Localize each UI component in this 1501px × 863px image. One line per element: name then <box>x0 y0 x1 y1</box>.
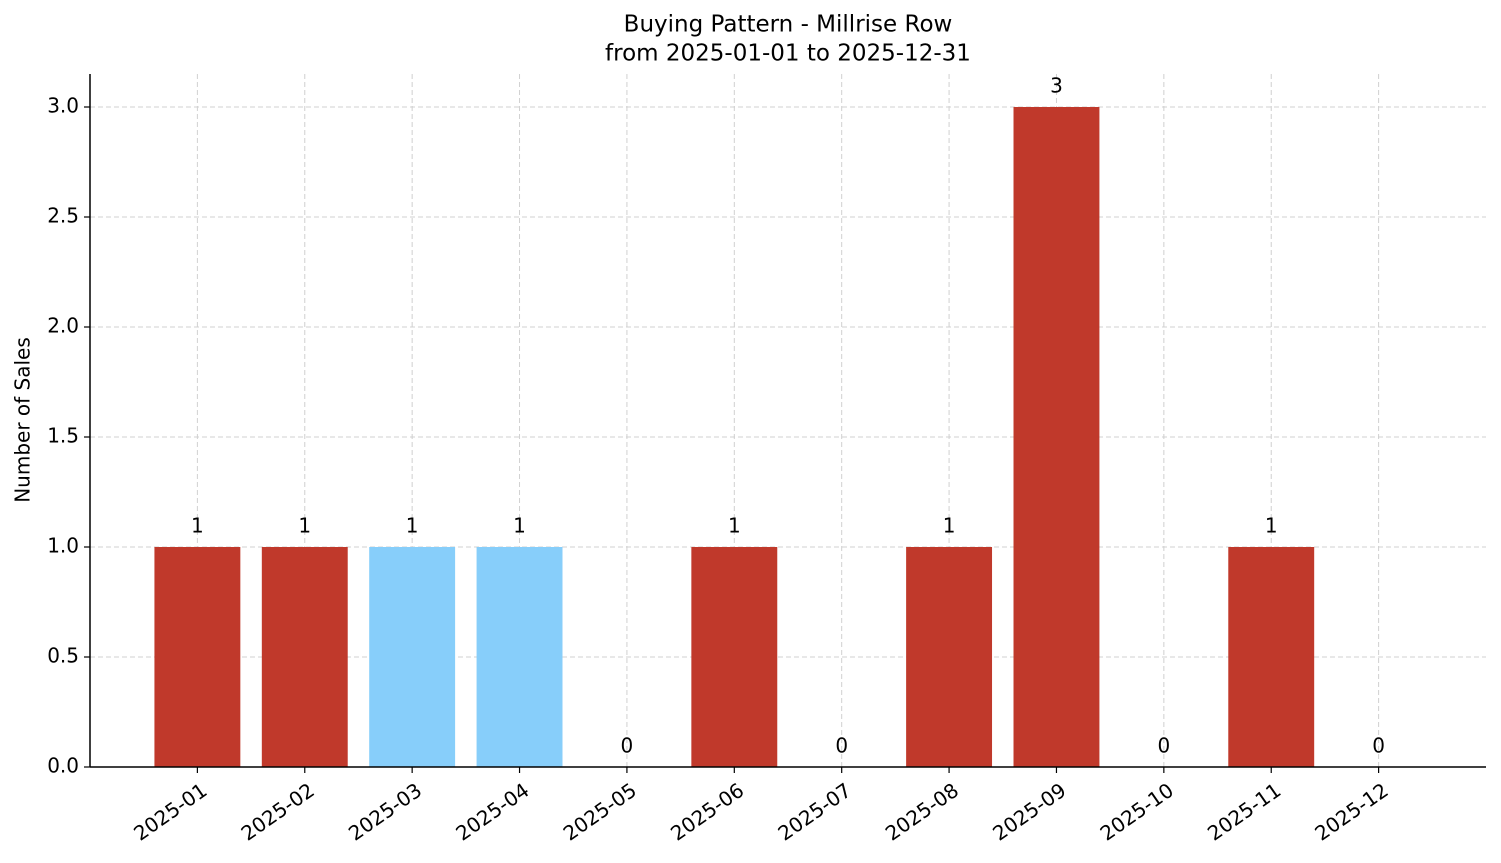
bar <box>476 547 563 767</box>
y-axis-label: Number of Sales <box>11 337 35 503</box>
x-tick-label: 2025-06 <box>666 778 748 846</box>
y-tick-label: 1.0 <box>47 534 79 558</box>
value-label: 1 <box>513 514 526 538</box>
x-tick-label: 2025-08 <box>881 778 963 846</box>
value-label: 1 <box>298 514 311 538</box>
bar <box>906 547 993 767</box>
x-tick-label: 2025-11 <box>1203 778 1285 846</box>
bar <box>369 547 456 767</box>
bar <box>691 547 778 767</box>
value-label: 1 <box>728 514 741 538</box>
y-tick-label: 2.5 <box>47 204 79 228</box>
x-tick-label: 2025-03 <box>344 778 426 846</box>
x-tick-label: 2025-05 <box>559 778 641 846</box>
x-tick-label: 2025-12 <box>1310 778 1392 846</box>
x-tick-label: 2025-09 <box>988 778 1070 846</box>
value-label: 1 <box>1265 514 1278 538</box>
x-tick-label: 2025-01 <box>129 778 211 846</box>
bar <box>1228 547 1315 767</box>
bar <box>154 547 241 767</box>
x-tick-label: 2025-10 <box>1096 778 1178 846</box>
value-label: 1 <box>191 514 204 538</box>
chart-subtitle: from 2025-01-01 to 2025-12-31 <box>605 41 971 67</box>
bar <box>1013 107 1100 767</box>
y-tick-label: 0.5 <box>47 644 79 668</box>
value-label: 0 <box>1157 734 1170 758</box>
y-tick-label: 1.5 <box>47 424 79 448</box>
value-label: 1 <box>943 514 956 538</box>
chart-title: Buying Pattern - Millrise Row <box>624 12 953 38</box>
value-label: 1 <box>406 514 419 538</box>
x-tick-label: 2025-02 <box>237 778 319 846</box>
bar <box>261 547 348 767</box>
value-label: 0 <box>1372 734 1385 758</box>
x-tick-label: 2025-04 <box>451 778 533 846</box>
y-tick-label: 3.0 <box>47 94 79 118</box>
x-tick-label: 2025-07 <box>773 778 855 846</box>
value-label: 0 <box>621 734 634 758</box>
value-label: 0 <box>835 734 848 758</box>
value-label: 3 <box>1050 74 1063 98</box>
y-tick-label: 2.0 <box>47 314 79 338</box>
y-tick-label: 0.0 <box>47 754 79 778</box>
